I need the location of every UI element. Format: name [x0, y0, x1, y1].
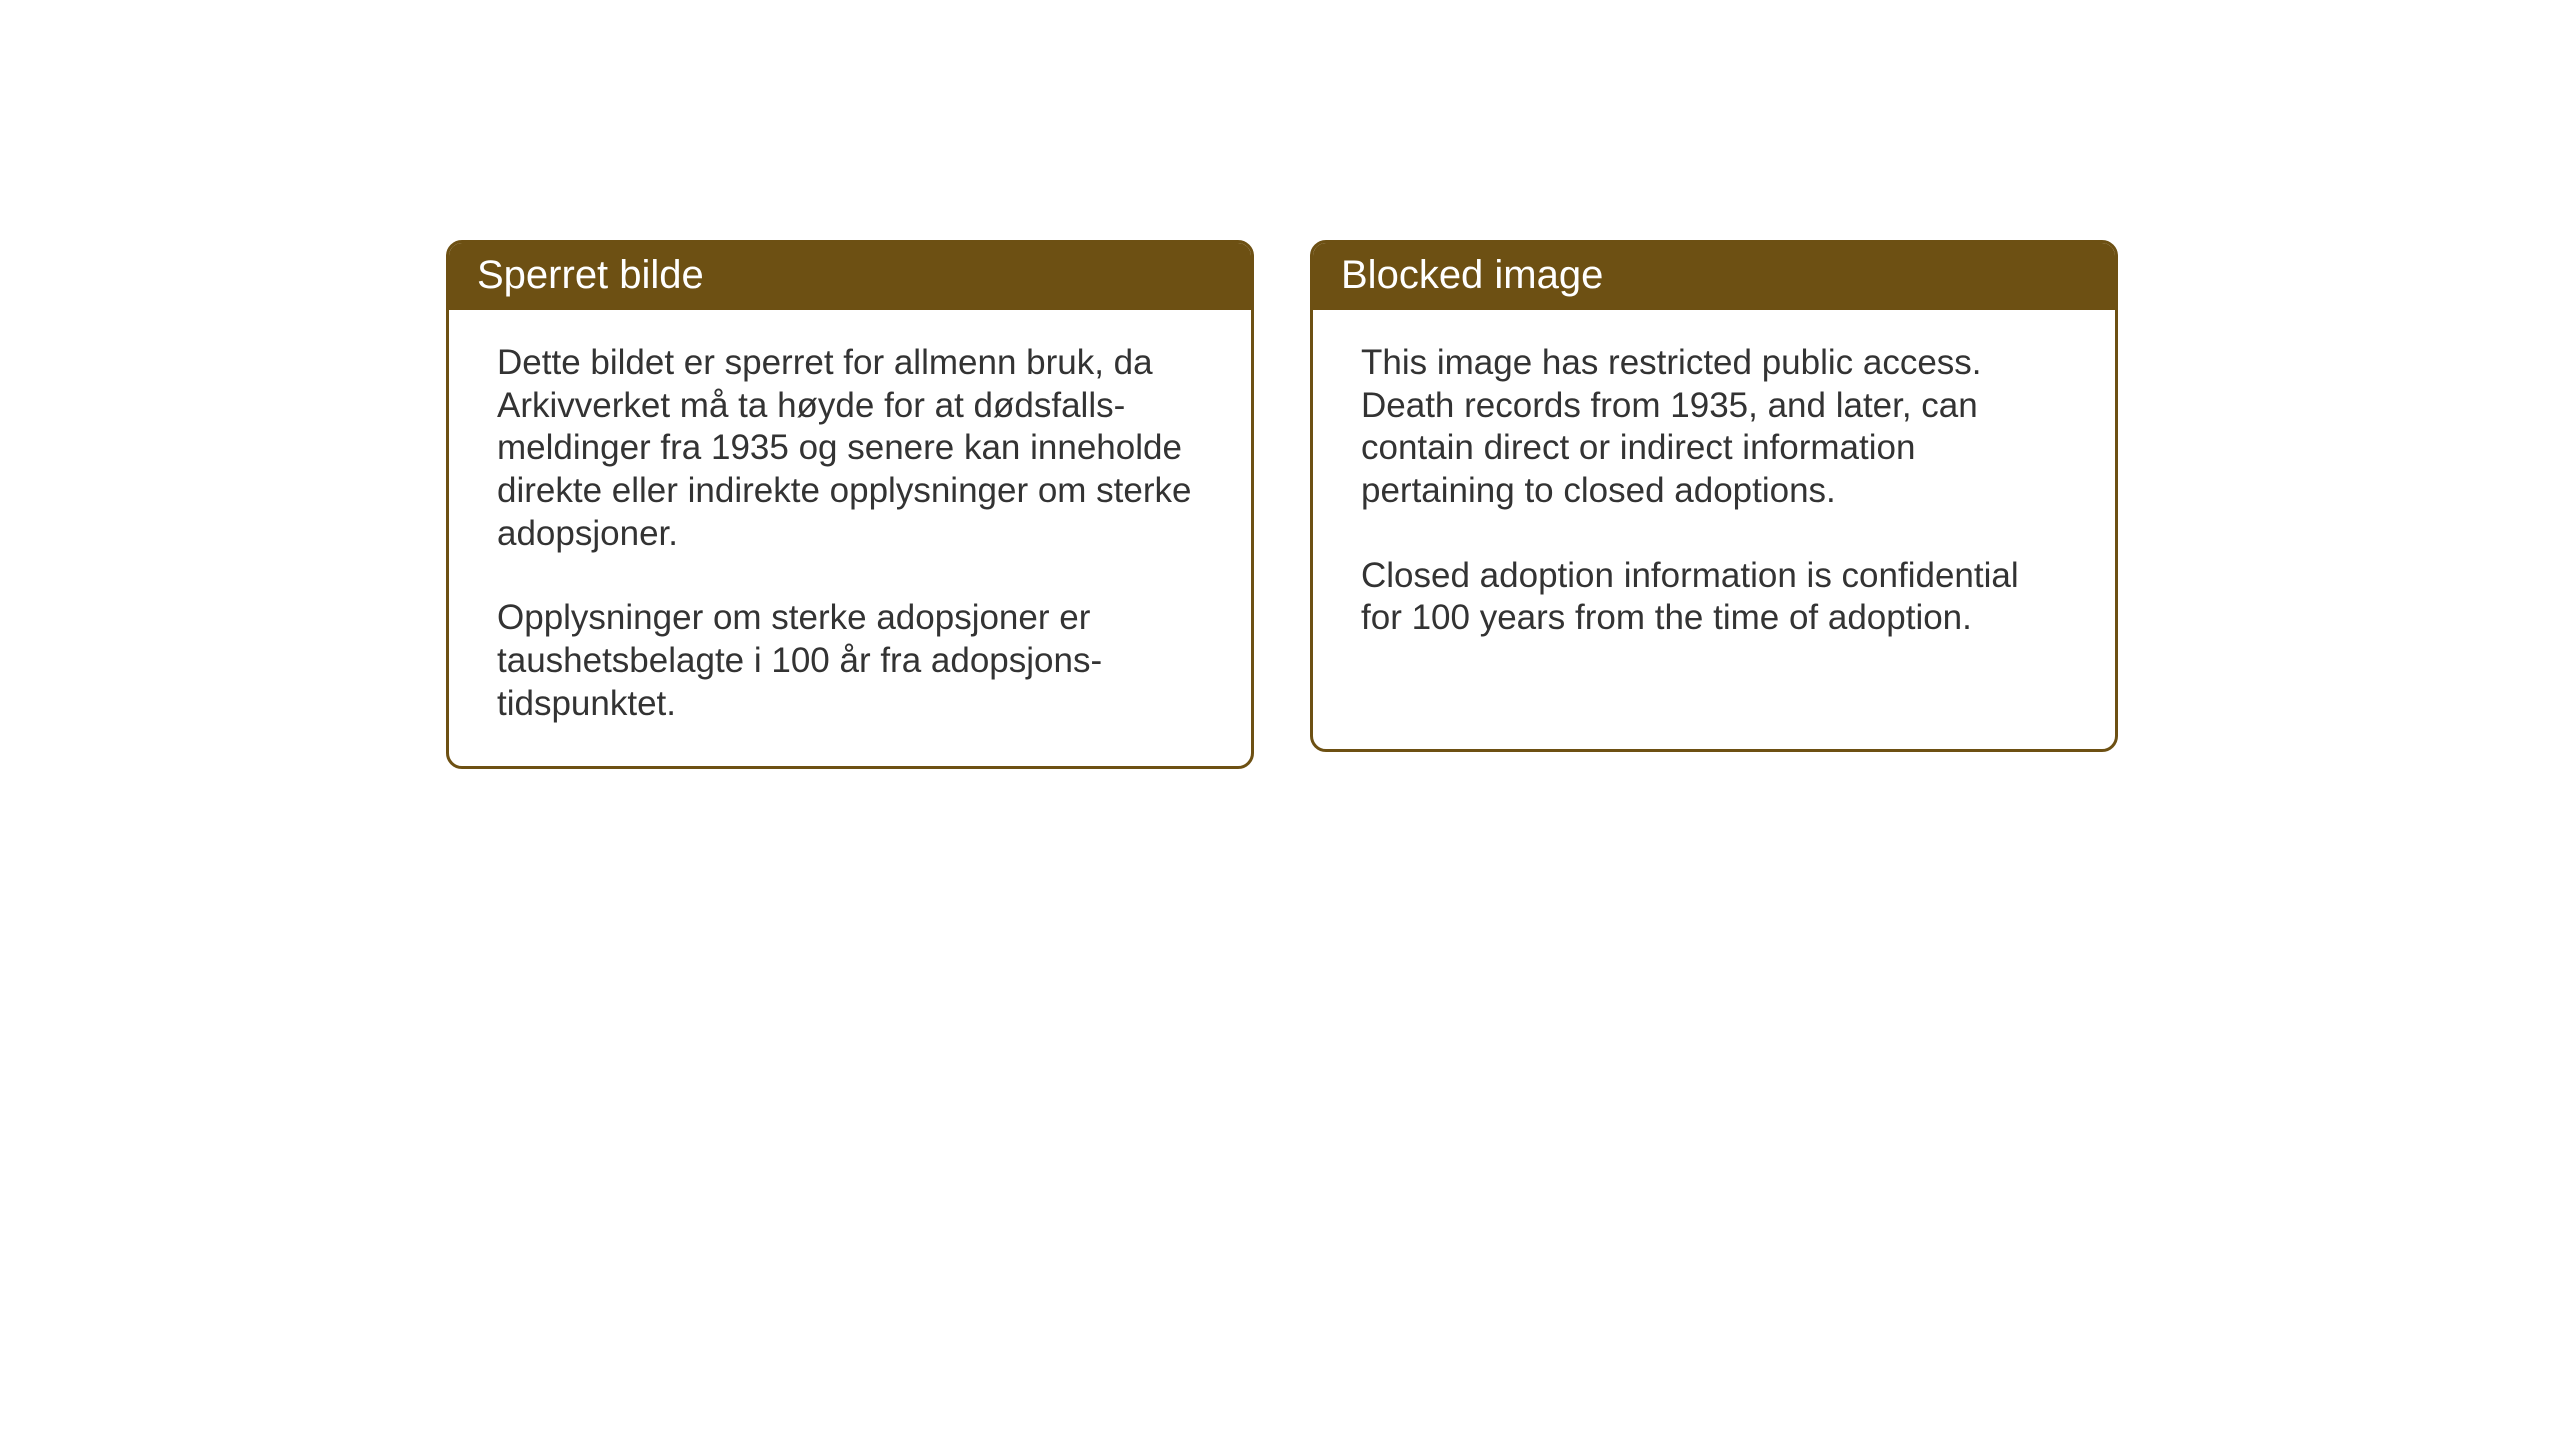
card-body-english: This image has restricted public access.…: [1313, 310, 2115, 680]
notice-container: Sperret bilde Dette bildet er sperret fo…: [446, 240, 2118, 769]
notice-card-norwegian: Sperret bilde Dette bildet er sperret fo…: [446, 240, 1254, 769]
card-paragraph-2-norwegian: Opplysninger om sterke adopsjoner er tau…: [497, 597, 1203, 725]
card-body-norwegian: Dette bildet er sperret for allmenn bruk…: [449, 310, 1251, 766]
card-paragraph-1-norwegian: Dette bildet er sperret for allmenn bruk…: [497, 342, 1203, 555]
card-paragraph-2-english: Closed adoption information is confident…: [1361, 555, 2067, 640]
card-paragraph-1-english: This image has restricted public access.…: [1361, 342, 2067, 513]
card-header-english: Blocked image: [1313, 243, 2115, 310]
card-title-norwegian: Sperret bilde: [477, 253, 704, 297]
notice-card-english: Blocked image This image has restricted …: [1310, 240, 2118, 752]
card-title-english: Blocked image: [1341, 253, 1603, 297]
card-header-norwegian: Sperret bilde: [449, 243, 1251, 310]
